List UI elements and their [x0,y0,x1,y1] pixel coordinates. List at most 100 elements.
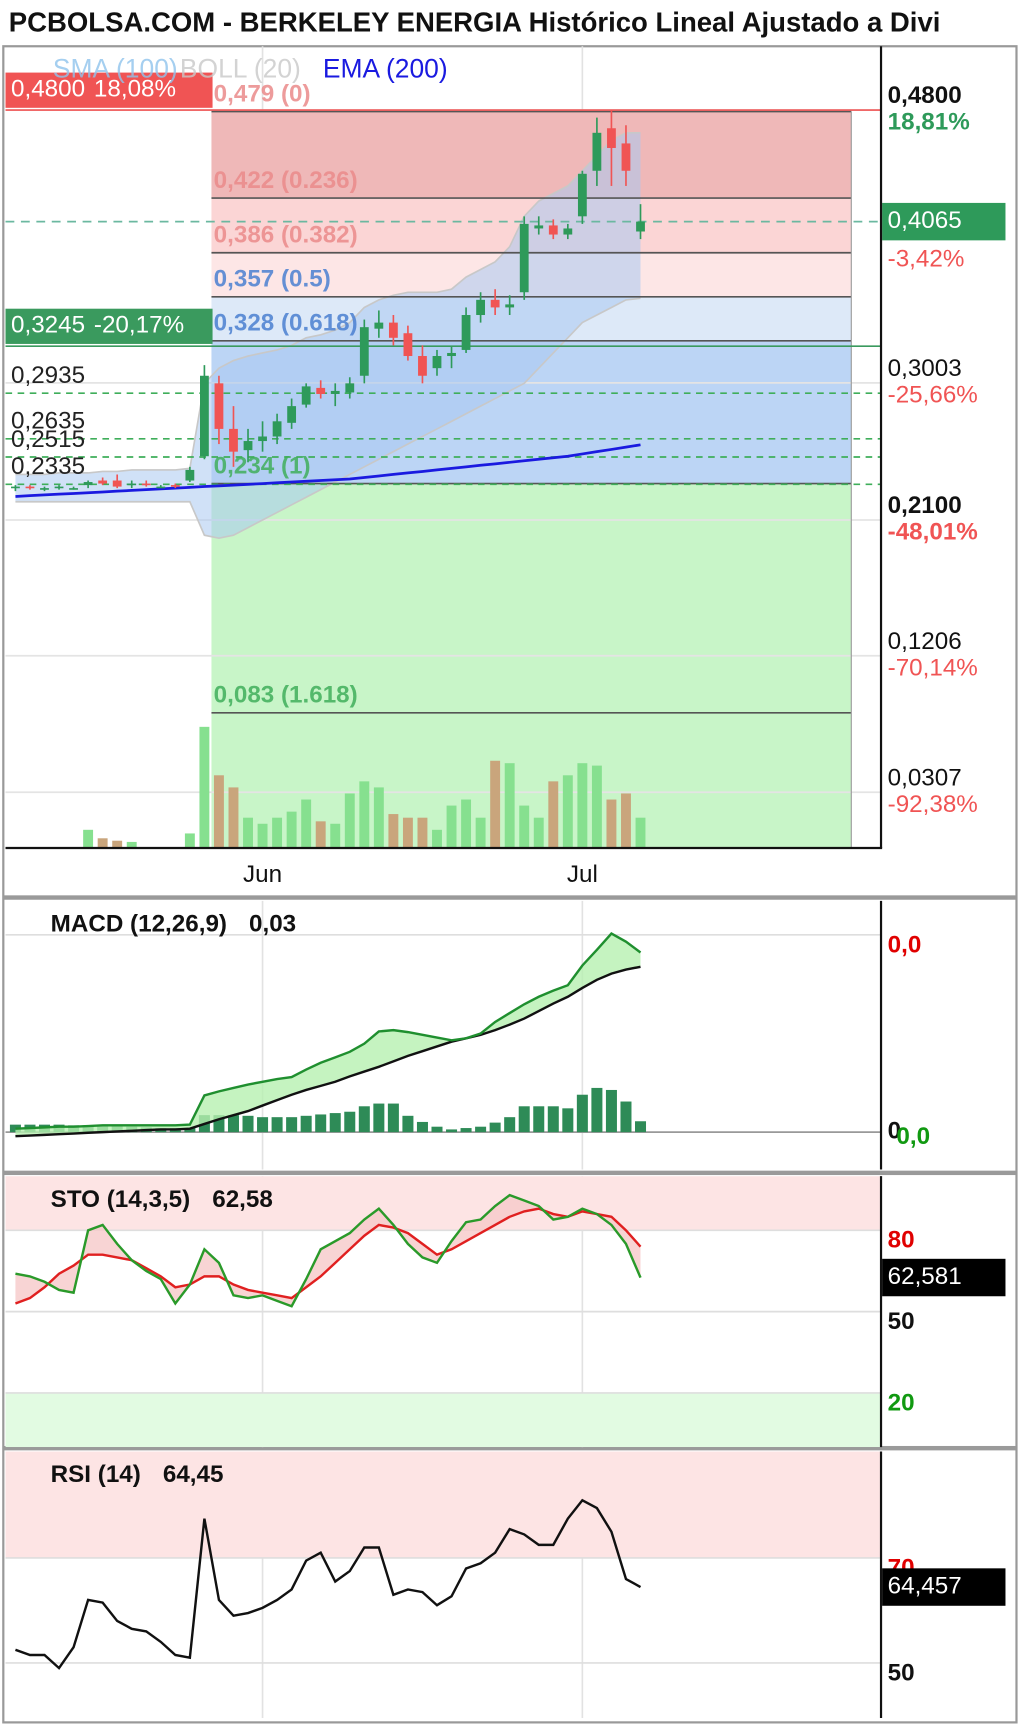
title-bar: PCBOLSA.COM - BERKELEY ENERGIA Histórico… [9,6,941,37]
candle-body [141,483,151,486]
histogram-bar [373,1103,385,1133]
level-label: 0,2635 [11,408,85,435]
fib-label: 0,386 (0.382) [214,222,358,249]
histogram-bar [533,1106,545,1133]
candle-body [519,223,529,293]
volume-bar [272,817,283,848]
level-tag-label: 0,4800 [11,76,85,103]
histogram-bar [460,1128,472,1133]
candle-body [214,383,224,429]
y-tick-label: 50 [888,1659,915,1686]
current-price-box [882,202,1006,241]
candle-body [98,480,108,484]
histogram-bar [358,1106,370,1133]
page-title: PCBOLSA.COM - BERKELEY ENERGIA Histórico… [9,6,941,37]
candle-body [25,486,35,489]
indicator-line [15,1193,642,1308]
legend-item: BOLL (20) [180,53,301,83]
bollinger-lower [15,297,641,540]
histogram-bar [547,1106,559,1133]
current-price-label: 0,4065 [888,207,962,234]
volume-bar [461,799,472,848]
current-value-label: 64,457 [888,1572,962,1599]
fib-zone [211,111,852,199]
y-tick-change: -25,66% [888,381,978,408]
volume-bar [330,823,341,848]
legend-item: EMA (200) [323,53,448,83]
candle-body [127,483,137,486]
candle-body [374,322,384,329]
candle-body [388,322,398,338]
candle-body [563,228,573,235]
candle-body [330,390,340,394]
volume-bar [373,787,384,848]
volume-bar [490,760,501,848]
volume-bar [533,817,544,848]
frame [2,45,1018,1724]
level-tag-change: 18,08% [94,76,176,103]
volume-bar [475,817,486,848]
volume-bar [359,781,370,848]
volume-bar [621,793,631,848]
candle-body [577,173,587,217]
histogram-bar [227,1115,239,1133]
volume-bar [606,799,617,848]
fib-zone [211,483,852,713]
histogram-bar [518,1106,530,1133]
candle-body [621,143,631,171]
candle-body [272,421,282,437]
volume-bar [199,726,210,848]
y-tick-change: 18,81% [888,109,970,136]
histogram-bar [184,1128,196,1133]
y-tick-change: -92,38% [888,791,978,818]
legend-item: SMA (100) [53,53,178,83]
candle-body [490,299,500,308]
current-value-box [882,1568,1006,1606]
volume-bar [519,805,530,848]
volume-bar [577,763,588,848]
candle-body [185,469,195,481]
histogram-bar [257,1117,269,1133]
x-tick-label: Jul [567,861,598,888]
current-value-box [882,1258,1006,1297]
histogram-bar [387,1103,399,1133]
histogram-bar [315,1114,327,1133]
volume-bar [257,823,268,848]
candle-body [54,486,64,489]
candle-body [403,333,413,357]
y-tick-label: 20 [888,1389,915,1416]
fib-label: 0,083 (1.618) [214,682,358,709]
volume-bar [591,765,602,848]
fib-label: 0,328 (0.618) [214,310,358,337]
panel-separator [3,1445,1017,1451]
level-label: 0,2515 [11,426,85,453]
bollinger-band [15,132,641,539]
candle-body [432,356,442,369]
candle-body [243,441,253,451]
histogram-bar [576,1094,588,1133]
volume-bar [112,840,123,848]
volume-bar [446,805,457,848]
candle-body [359,327,369,376]
y-tick-label: 50 [888,1308,915,1335]
histogram-bar [605,1089,617,1133]
y-tick-change: -48,01% [888,519,978,546]
volume-bar [432,829,442,848]
histogram-bar [242,1115,254,1133]
indicator-line [15,1207,642,1305]
histogram-bar [300,1115,312,1133]
y-tick-label: 0,0307 [888,764,962,791]
volume-bar [243,817,253,848]
candle-body [40,488,49,490]
candle-body [345,383,355,393]
fill-between [15,1195,641,1307]
indicator-label: MACD (12,26,9) [51,910,227,937]
volume-bar [97,838,108,848]
fib-label: 0,422 (0.236) [214,167,358,194]
indicator-value: 0,03 [249,910,296,937]
volume-bar [344,793,355,848]
y-tick-change: -70,14% [888,654,978,681]
candle-body [592,132,602,171]
candle-body [83,482,93,486]
